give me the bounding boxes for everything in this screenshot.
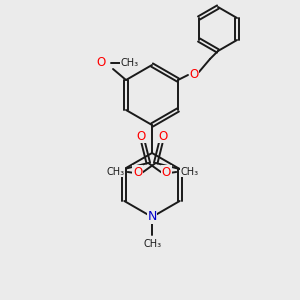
Text: O: O <box>133 166 142 178</box>
Text: CH₃: CH₃ <box>107 167 125 177</box>
Text: CH₃: CH₃ <box>121 58 139 68</box>
Text: O: O <box>158 130 167 142</box>
Text: O: O <box>189 68 199 82</box>
Text: O: O <box>162 166 171 178</box>
Text: O: O <box>96 56 106 68</box>
Text: N: N <box>147 211 157 224</box>
Text: CH₃: CH₃ <box>144 239 162 249</box>
Text: CH₃: CH₃ <box>180 167 198 177</box>
Text: O: O <box>137 130 146 142</box>
